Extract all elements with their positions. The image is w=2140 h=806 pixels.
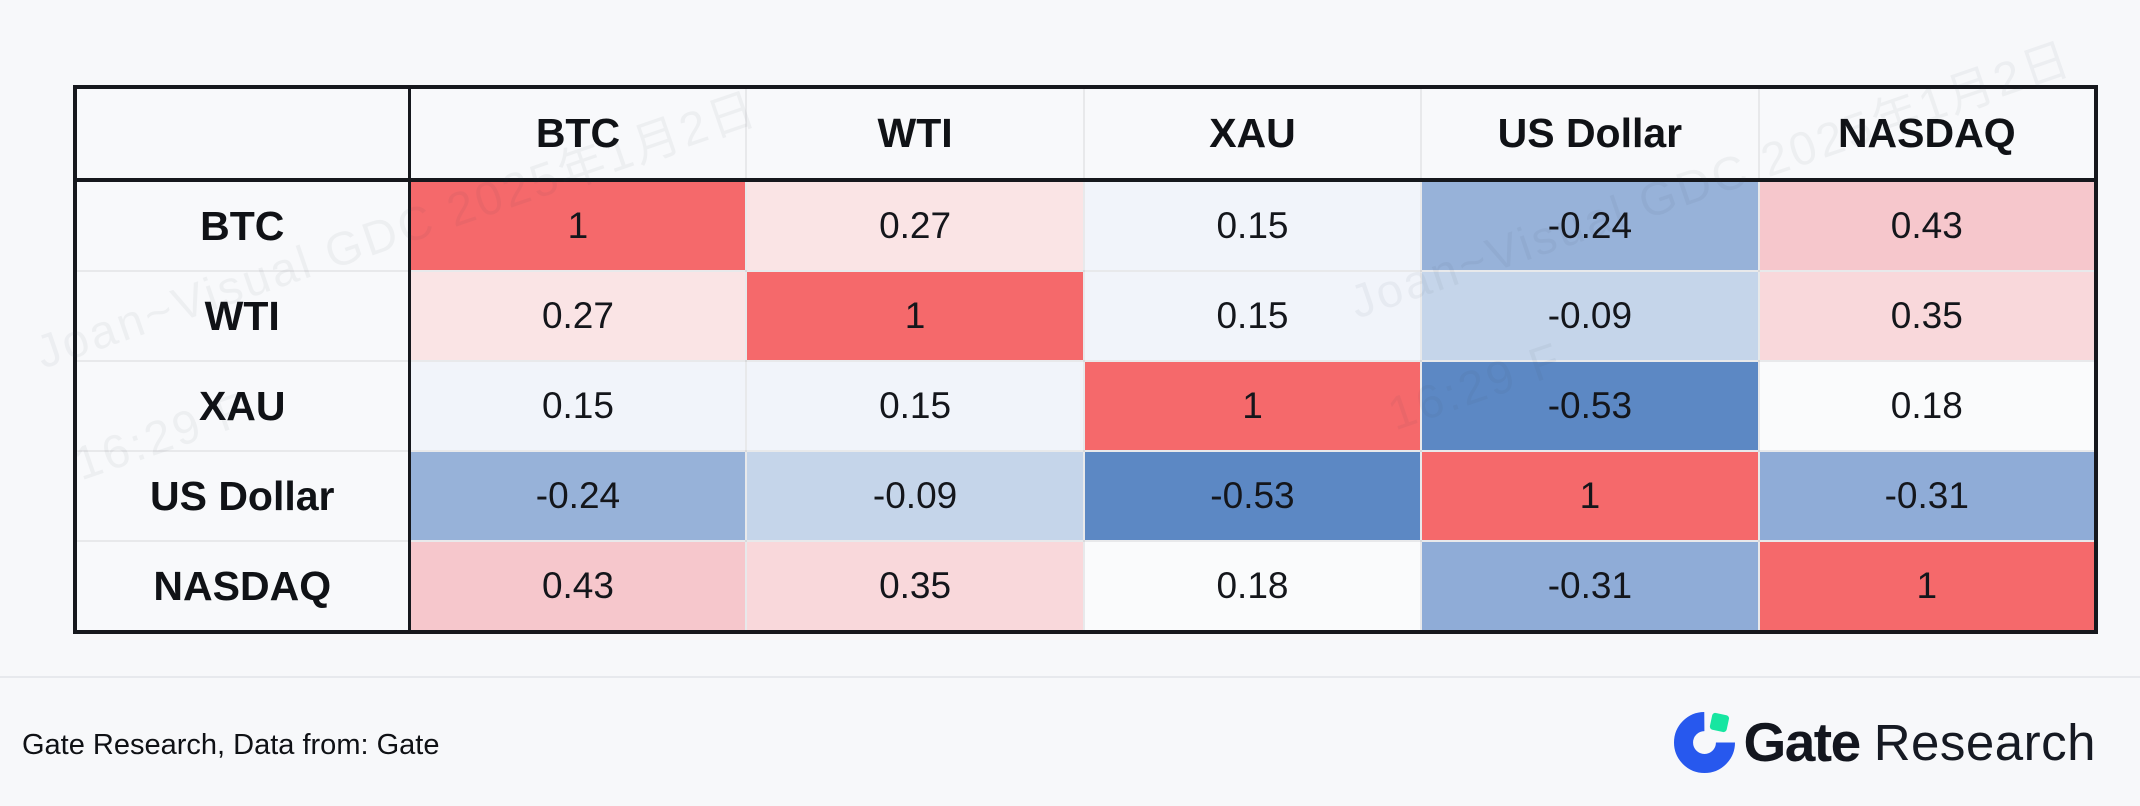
matrix-cell: 0.15 — [745, 360, 1085, 452]
logo-brand-text: Gate — [1743, 711, 1861, 773]
matrix-cell: 0.43 — [1757, 179, 2098, 272]
matrix-cell: 0.15 — [1082, 179, 1423, 272]
table-row: US Dollar -0.24 -0.09 -0.53 1 -0.31 — [74, 450, 2098, 542]
matrix-cell: 0.35 — [1757, 270, 2098, 362]
matrix-cell: 0.35 — [745, 540, 1085, 633]
table-row: WTI 0.27 1 0.15 -0.09 0.35 — [74, 270, 2098, 362]
correlation-table: BTC WTI XAU US Dollar NASDAQ BTC 1 0.27 0.15 -0.… — [73, 85, 2098, 634]
matrix-cell: 1 — [745, 270, 1085, 362]
table-row: BTC 1 0.27 0.15 -0.24 0.43 — [74, 179, 2098, 272]
table-body: BTC 1 0.27 0.15 -0.24 0.43 WTI 0.27 1 0.15 -0.09 0.… — [74, 179, 2098, 633]
matrix-cell: 0.43 — [407, 540, 748, 633]
row-header: WTI — [74, 270, 411, 362]
column-header: XAU — [1082, 86, 1423, 182]
table-row: NASDAQ 0.43 0.35 0.18 -0.31 1 — [74, 540, 2098, 633]
matrix-cell: 0.15 — [1082, 270, 1423, 362]
matrix-cell: 1 — [407, 179, 748, 272]
matrix-cell: -0.09 — [1420, 270, 1760, 362]
source-attribution: Gate Research, Data from: Gate — [22, 729, 440, 761]
gate-research-logo: Gate Research — [1674, 710, 2096, 774]
matrix-cell: 0.27 — [407, 270, 748, 362]
row-header: NASDAQ — [74, 540, 411, 633]
matrix-cell: 0.27 — [745, 179, 1085, 272]
matrix-cell: -0.31 — [1757, 450, 2098, 542]
gate-logo-icon — [1674, 711, 1736, 773]
column-header: US Dollar — [1420, 86, 1760, 182]
matrix-cell: 0.15 — [407, 360, 748, 452]
matrix-cell: -0.24 — [407, 450, 748, 542]
corner-cell — [74, 86, 411, 182]
row-header: XAU — [74, 360, 411, 452]
column-header: NASDAQ — [1757, 86, 2098, 182]
logo-suffix-text: Research — [1873, 713, 2096, 771]
row-header: US Dollar — [74, 450, 411, 542]
matrix-cell: 0.18 — [1757, 360, 2098, 452]
matrix-cell: -0.53 — [1420, 360, 1760, 452]
table-header-row: BTC WTI XAU US Dollar NASDAQ — [74, 86, 2098, 182]
row-header: BTC — [74, 179, 411, 272]
column-header: BTC — [407, 86, 748, 182]
matrix-cell: -0.53 — [1082, 450, 1423, 542]
matrix-cell: -0.24 — [1420, 179, 1760, 272]
table-row: XAU 0.15 0.15 1 -0.53 0.18 — [74, 360, 2098, 452]
matrix-cell: 1 — [1082, 360, 1423, 452]
matrix-cell: 0.18 — [1082, 540, 1423, 633]
column-header: WTI — [745, 86, 1085, 182]
matrix-cell: 1 — [1757, 540, 2098, 633]
matrix-cell: -0.31 — [1420, 540, 1760, 633]
matrix-cell: 1 — [1420, 450, 1760, 542]
footer-divider — [0, 676, 2140, 678]
matrix-cell: -0.09 — [745, 450, 1085, 542]
